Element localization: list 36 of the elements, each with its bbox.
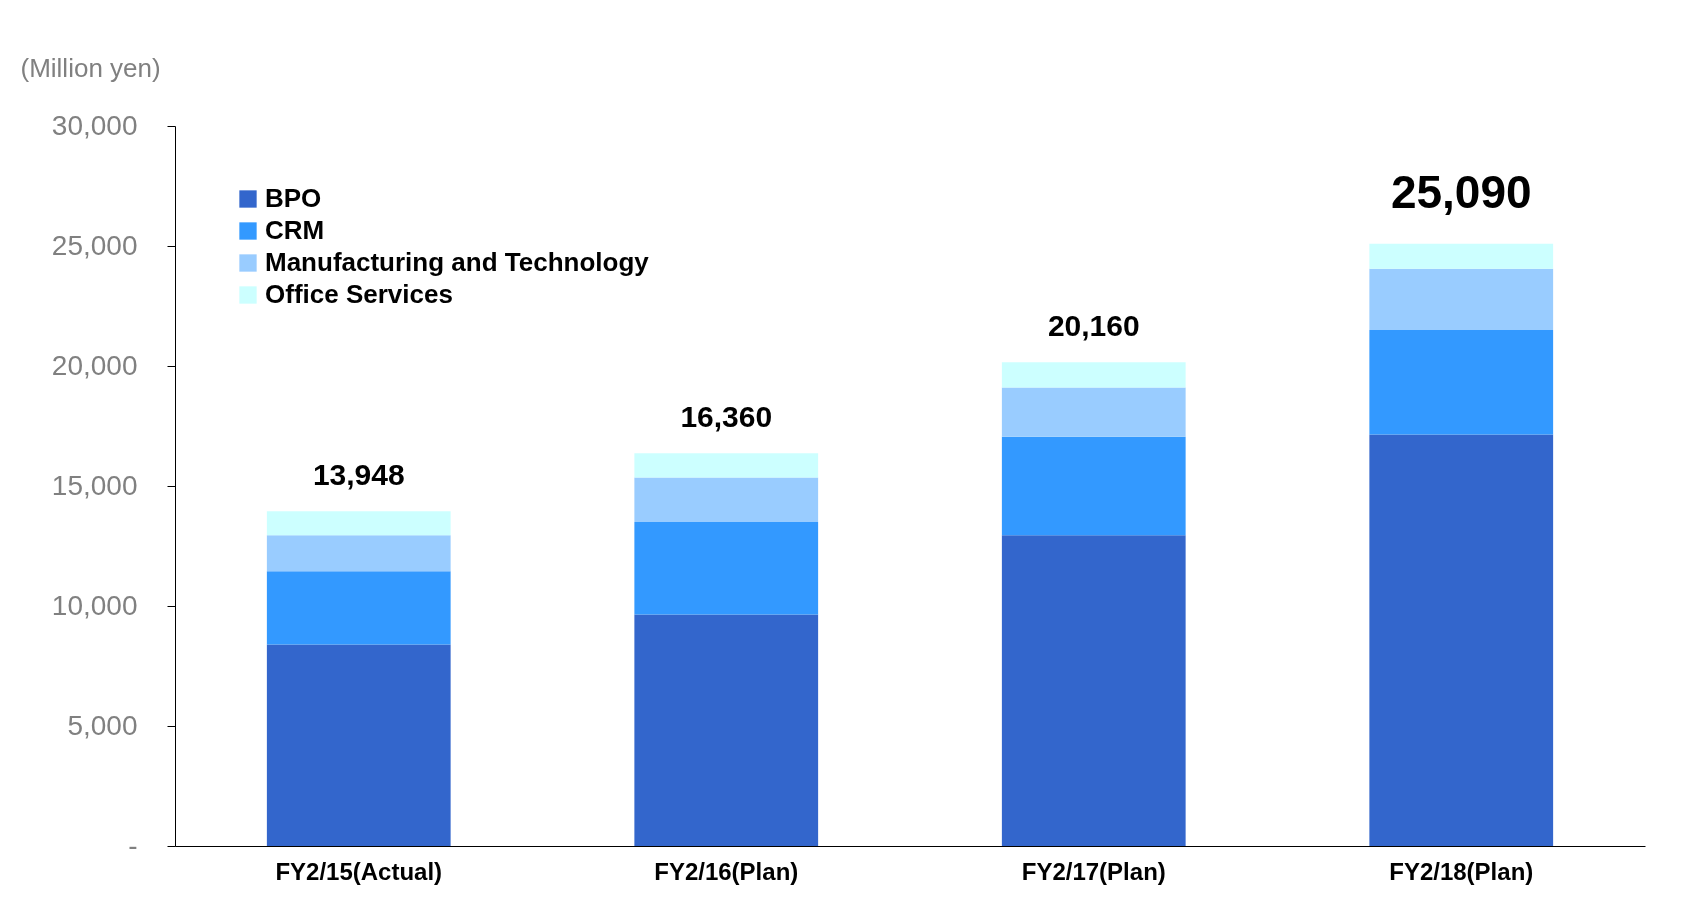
- y-tick-label: 10,000: [51, 589, 138, 621]
- legend-label: CRM: [265, 215, 325, 245]
- bar: [1001, 387, 1186, 437]
- y-axis-title: (Million yen): [20, 52, 161, 83]
- y-tick-label: 30,000: [51, 109, 138, 141]
- bar: [266, 571, 451, 645]
- total-label: 20,160: [1047, 309, 1140, 343]
- bar: [1369, 434, 1554, 846]
- bar: [1001, 436, 1186, 536]
- x-tick-label: FY2/16(Plan): [654, 857, 799, 885]
- legend-label: Manufacturing and Technology: [265, 247, 650, 277]
- bar: [266, 644, 451, 846]
- bar: [1001, 535, 1186, 846]
- bar: [1369, 243, 1554, 269]
- bar: [266, 511, 451, 536]
- bar: [266, 535, 451, 572]
- x-tick-label: FY2/15(Actual): [275, 857, 443, 885]
- bar: [634, 522, 819, 615]
- bar: [634, 453, 819, 478]
- y-tick-label: 15,000: [51, 469, 138, 501]
- total-label: 25,090: [1390, 165, 1532, 218]
- bar: [1369, 330, 1554, 435]
- total-label: 13,948: [312, 458, 405, 492]
- legend-label: Office Services: [265, 279, 453, 309]
- x-tick-label: FY2/18(Plan): [1389, 857, 1534, 885]
- y-tick-label: -: [128, 829, 138, 861]
- legend-label: BPO: [265, 183, 322, 213]
- bar: [1001, 362, 1186, 388]
- total-label: 16,360: [680, 400, 773, 434]
- bar: [634, 614, 819, 846]
- x-tick-label: FY2/17(Plan): [1021, 857, 1166, 885]
- y-tick-label: 20,000: [51, 349, 138, 381]
- y-tick-label: 25,000: [51, 229, 138, 261]
- y-tick-label: 5,000: [67, 709, 138, 741]
- bar: [1369, 268, 1554, 330]
- bar: [634, 477, 819, 522]
